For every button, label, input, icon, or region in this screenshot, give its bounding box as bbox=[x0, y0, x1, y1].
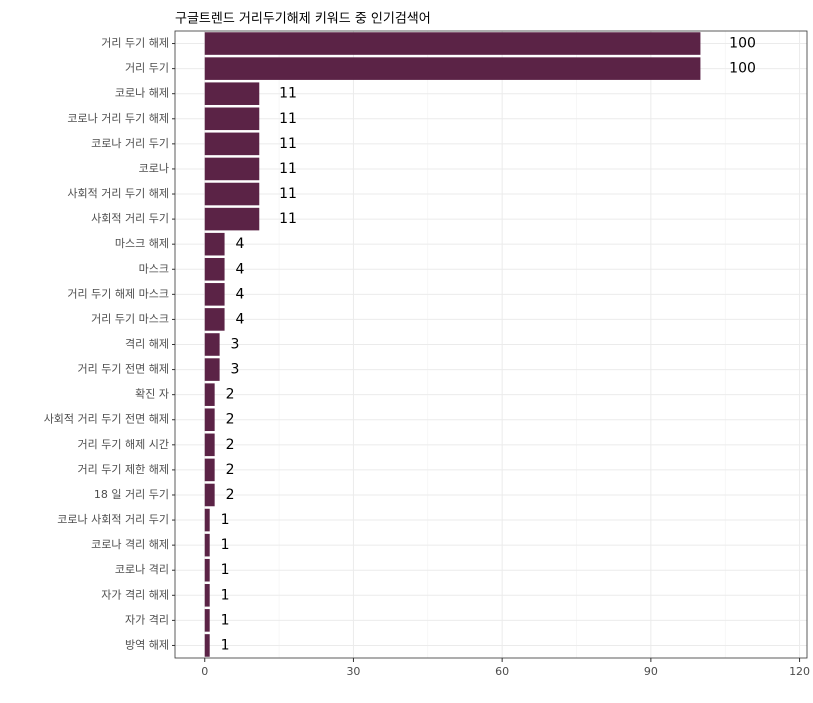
value-label: 2 bbox=[226, 487, 235, 503]
value-label: 2 bbox=[226, 387, 235, 403]
value-label: 1 bbox=[221, 637, 230, 653]
bar bbox=[204, 358, 220, 381]
value-label: 11 bbox=[279, 186, 297, 202]
bar bbox=[204, 634, 210, 657]
y-tick-label: 거리 두기 마스크 bbox=[91, 312, 169, 325]
value-label: 1 bbox=[221, 612, 230, 628]
bar bbox=[204, 408, 215, 432]
y-tick-label: 코로나 해제 bbox=[115, 86, 169, 100]
bar bbox=[204, 558, 210, 582]
y-tick-label: 코로나 거리 두기 bbox=[91, 137, 169, 150]
y-tick-label: 자가 격리 bbox=[125, 613, 169, 626]
y-tick-label: 18 일 거리 두기 bbox=[94, 487, 169, 501]
value-label: 2 bbox=[226, 462, 235, 478]
bar bbox=[204, 283, 225, 306]
value-label: 11 bbox=[279, 211, 297, 227]
value-label: 11 bbox=[279, 161, 297, 177]
value-label: 1 bbox=[221, 587, 230, 603]
value-label: 100 bbox=[729, 36, 756, 52]
value-label: 3 bbox=[231, 362, 240, 378]
value-label: 4 bbox=[235, 236, 244, 252]
y-tick-label: 코로나 사회적 거리 두기 bbox=[57, 513, 169, 526]
x-tick-label: 0 bbox=[201, 665, 208, 678]
bar bbox=[204, 308, 225, 331]
y-tick-label: 거리 두기 해제 bbox=[101, 36, 169, 50]
value-label: 4 bbox=[235, 311, 244, 327]
y-tick-label: 마스크 bbox=[139, 262, 169, 275]
value-label: 1 bbox=[221, 537, 230, 553]
y-tick-label: 확진 자 bbox=[135, 388, 169, 401]
bar bbox=[204, 82, 260, 105]
value-label: 11 bbox=[279, 136, 297, 152]
bar bbox=[204, 157, 260, 181]
panel-border bbox=[174, 30, 808, 659]
bar bbox=[204, 182, 260, 206]
value-label: 11 bbox=[279, 86, 297, 102]
bar bbox=[204, 232, 225, 256]
y-tick-label: 코로나 bbox=[139, 162, 169, 175]
value-label: 2 bbox=[226, 437, 235, 453]
y-tick-label: 거리 두기 해제 시간 bbox=[78, 437, 169, 451]
y-tick-label: 사회적 거리 두기 bbox=[91, 212, 169, 225]
x-tick-label: 120 bbox=[789, 665, 810, 678]
value-label: 4 bbox=[235, 286, 244, 302]
value-label: 3 bbox=[231, 337, 240, 353]
bar bbox=[204, 57, 701, 80]
y-tick-label: 방역 해제 bbox=[125, 637, 169, 651]
y-tick-label: 코로나 격리 bbox=[115, 563, 169, 576]
y-tick-label: 코로나 격리 해제 bbox=[91, 537, 169, 551]
bar bbox=[204, 207, 260, 231]
bar bbox=[204, 32, 701, 55]
value-label: 1 bbox=[221, 562, 230, 578]
bar bbox=[204, 508, 210, 532]
value-label: 2 bbox=[226, 412, 235, 428]
y-tick-label: 거리 두기 해제 마스크 bbox=[67, 286, 169, 300]
x-tick-label: 60 bbox=[495, 665, 509, 678]
y-tick-label: 사회적 거리 두기 해제 bbox=[67, 186, 169, 200]
value-label: 100 bbox=[729, 61, 756, 77]
y-tick-label: 거리 두기 전면 해제 bbox=[78, 362, 169, 376]
bar bbox=[204, 458, 215, 482]
bar bbox=[204, 609, 210, 632]
bar bbox=[204, 433, 215, 457]
bar bbox=[204, 107, 260, 131]
bar bbox=[204, 132, 260, 156]
y-tick-label: 마스크 해제 bbox=[115, 236, 169, 250]
value-label: 1 bbox=[221, 512, 230, 528]
y-tick-label: 자가 격리 해제 bbox=[101, 587, 169, 601]
x-tick-label: 30 bbox=[346, 665, 360, 678]
y-tick-label: 거리 두기 bbox=[125, 62, 169, 75]
bar bbox=[204, 257, 225, 281]
value-label: 11 bbox=[279, 111, 297, 127]
value-label: 4 bbox=[235, 261, 244, 277]
bar bbox=[204, 533, 210, 557]
bar bbox=[204, 333, 220, 356]
y-tick-label: 코로나 거리 두기 해제 bbox=[67, 111, 169, 125]
y-tick-label: 사회적 거리 두기 전면 해제 bbox=[44, 412, 169, 426]
chart-title: 구글트렌드 거리두기해제 키워드 중 인기검색어 bbox=[175, 12, 431, 27]
y-tick-label: 거리 두기 제한 해제 bbox=[78, 462, 169, 476]
x-tick-label: 90 bbox=[644, 665, 658, 678]
y-tick-label: 격리 해제 bbox=[125, 337, 169, 351]
bar bbox=[204, 483, 215, 507]
bar bbox=[204, 584, 210, 607]
bar bbox=[204, 383, 215, 406]
